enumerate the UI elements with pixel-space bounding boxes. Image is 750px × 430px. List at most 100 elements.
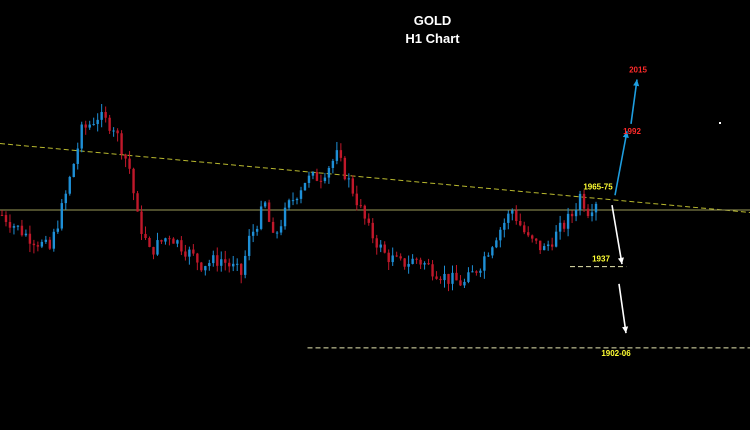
candle-body bbox=[164, 238, 167, 242]
candle-body bbox=[335, 150, 339, 161]
candle-body bbox=[515, 210, 518, 221]
candle-body bbox=[435, 276, 438, 279]
candle-body bbox=[459, 280, 462, 286]
candle-body bbox=[188, 249, 191, 257]
candle-body bbox=[28, 233, 32, 244]
candle-body bbox=[594, 203, 598, 213]
candle-body bbox=[295, 198, 299, 201]
candle-body bbox=[80, 124, 83, 149]
candle-body bbox=[447, 273, 450, 284]
candle-body bbox=[196, 253, 199, 263]
candle-body bbox=[192, 249, 195, 254]
candle-body bbox=[590, 212, 594, 217]
candle-body bbox=[550, 244, 554, 247]
candle-body bbox=[24, 233, 28, 236]
candle-body bbox=[471, 271, 474, 273]
candle-body bbox=[531, 235, 534, 239]
candle-body bbox=[132, 168, 135, 194]
candle-body bbox=[224, 259, 227, 263]
candle-body bbox=[546, 244, 550, 247]
candle-body bbox=[267, 202, 271, 222]
candle-body bbox=[355, 193, 359, 206]
candle-body bbox=[243, 255, 247, 275]
candle-body bbox=[527, 232, 530, 236]
candle-body bbox=[319, 180, 323, 182]
candle-body bbox=[275, 232, 279, 234]
level-label-4: 1902-06 bbox=[601, 349, 631, 358]
candle-body bbox=[236, 263, 239, 265]
candle-body bbox=[503, 222, 506, 230]
candle-body bbox=[0, 214, 4, 216]
candle-body bbox=[271, 221, 275, 233]
candle-body bbox=[12, 226, 16, 228]
candle-body bbox=[395, 255, 398, 257]
candle-body bbox=[538, 240, 542, 251]
candle-body bbox=[311, 172, 315, 176]
candle-body bbox=[582, 193, 586, 209]
candle-body bbox=[136, 193, 139, 212]
projection-arrow-down bbox=[611, 204, 623, 265]
candle-body bbox=[16, 225, 20, 227]
candle-body bbox=[303, 182, 307, 191]
candle-body bbox=[208, 263, 211, 267]
candle-body bbox=[116, 130, 119, 134]
arrow-head-icon bbox=[633, 79, 640, 87]
candle-body bbox=[431, 264, 434, 277]
candle-body bbox=[499, 229, 502, 241]
candle-body bbox=[443, 273, 446, 281]
candle-body bbox=[427, 263, 430, 265]
candle-body bbox=[327, 167, 331, 178]
level-label-3: 1937 bbox=[592, 255, 610, 264]
candle-body bbox=[343, 157, 347, 180]
candle-body bbox=[140, 211, 143, 234]
candle-body bbox=[44, 239, 48, 242]
arrow-head-icon bbox=[617, 257, 624, 265]
candle-body bbox=[562, 222, 566, 229]
candle-body bbox=[467, 272, 470, 282]
candle-body bbox=[554, 231, 558, 247]
candle-body bbox=[475, 271, 478, 273]
candle-body bbox=[578, 193, 582, 210]
candle-body bbox=[423, 263, 426, 265]
candle-body bbox=[124, 154, 127, 159]
candle-body bbox=[315, 172, 319, 181]
candle-body bbox=[263, 202, 267, 207]
candle-body bbox=[148, 237, 151, 247]
candle-body bbox=[108, 117, 111, 131]
candle-body bbox=[283, 207, 287, 227]
candle-body bbox=[96, 119, 99, 125]
candle-body bbox=[299, 190, 303, 199]
candle-body bbox=[120, 133, 123, 155]
projection-arrow-up bbox=[614, 131, 628, 196]
candle-body bbox=[168, 238, 171, 240]
arrow-head-icon bbox=[622, 326, 629, 334]
candle-body bbox=[92, 124, 95, 126]
candle-body bbox=[375, 238, 378, 248]
candle-body bbox=[220, 259, 223, 266]
candle-body bbox=[542, 246, 546, 251]
candle-body bbox=[255, 228, 259, 232]
candle-body bbox=[60, 203, 63, 229]
arrow-head-icon bbox=[622, 131, 629, 138]
candle-body bbox=[232, 263, 235, 267]
candle-body bbox=[451, 272, 454, 284]
candle-body bbox=[566, 213, 570, 229]
candle-body bbox=[359, 205, 362, 207]
candle-body bbox=[279, 226, 283, 233]
candle-body bbox=[68, 176, 71, 194]
candle-body bbox=[391, 255, 394, 263]
candle-body bbox=[331, 160, 335, 168]
candle-body bbox=[570, 213, 574, 217]
candle-body bbox=[216, 255, 219, 266]
candle-body bbox=[4, 215, 8, 222]
candle-body bbox=[347, 178, 351, 180]
candle-body bbox=[487, 255, 490, 257]
candle-body bbox=[586, 208, 590, 217]
candle-body bbox=[36, 245, 40, 247]
candle-body bbox=[287, 200, 291, 208]
candle-body bbox=[367, 218, 370, 223]
candle-body bbox=[415, 258, 418, 260]
candle-body bbox=[574, 209, 578, 217]
